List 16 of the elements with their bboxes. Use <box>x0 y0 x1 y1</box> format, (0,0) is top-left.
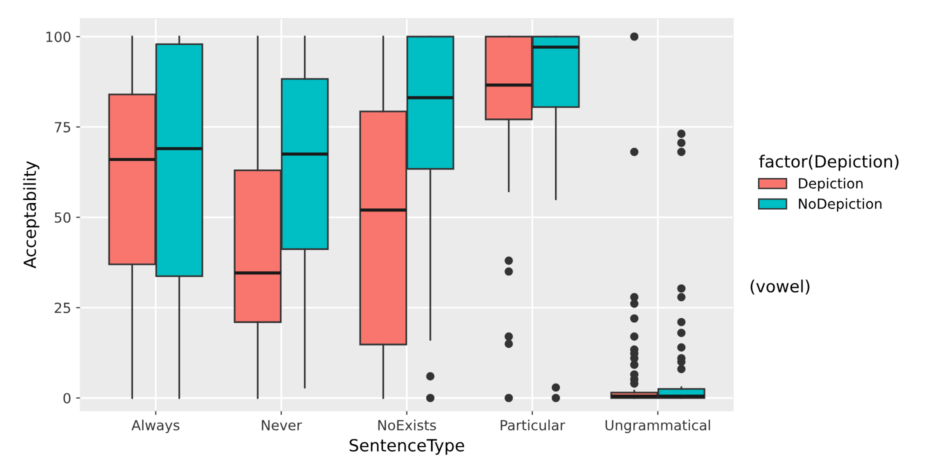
x-tick-label: Ungrammatical <box>606 420 710 434</box>
y-tick-label: 25 <box>54 302 70 314</box>
x-tick-label: Particular <box>500 420 566 430</box>
text: (vowel) <box>750 280 810 294</box>
y-tick-label: 50 <box>54 212 70 223</box>
y-tick-label: 0 <box>63 392 70 404</box>
y-tick-label: 100 <box>46 32 70 42</box>
x-axis-title: SentenceType <box>350 438 464 455</box>
x-tick-label: Always <box>131 420 180 434</box>
y-axis-title: Acceptability <box>23 161 40 268</box>
legend-label: Depiction <box>798 178 863 192</box>
legend-label: NoDepiction <box>798 198 882 212</box>
legend-title: factor(Depiction) <box>759 154 898 171</box>
y-tick-label: 75 <box>54 122 70 132</box>
x-tick-label: NoExists <box>378 420 436 430</box>
x-tick-label: Never <box>262 420 302 430</box>
